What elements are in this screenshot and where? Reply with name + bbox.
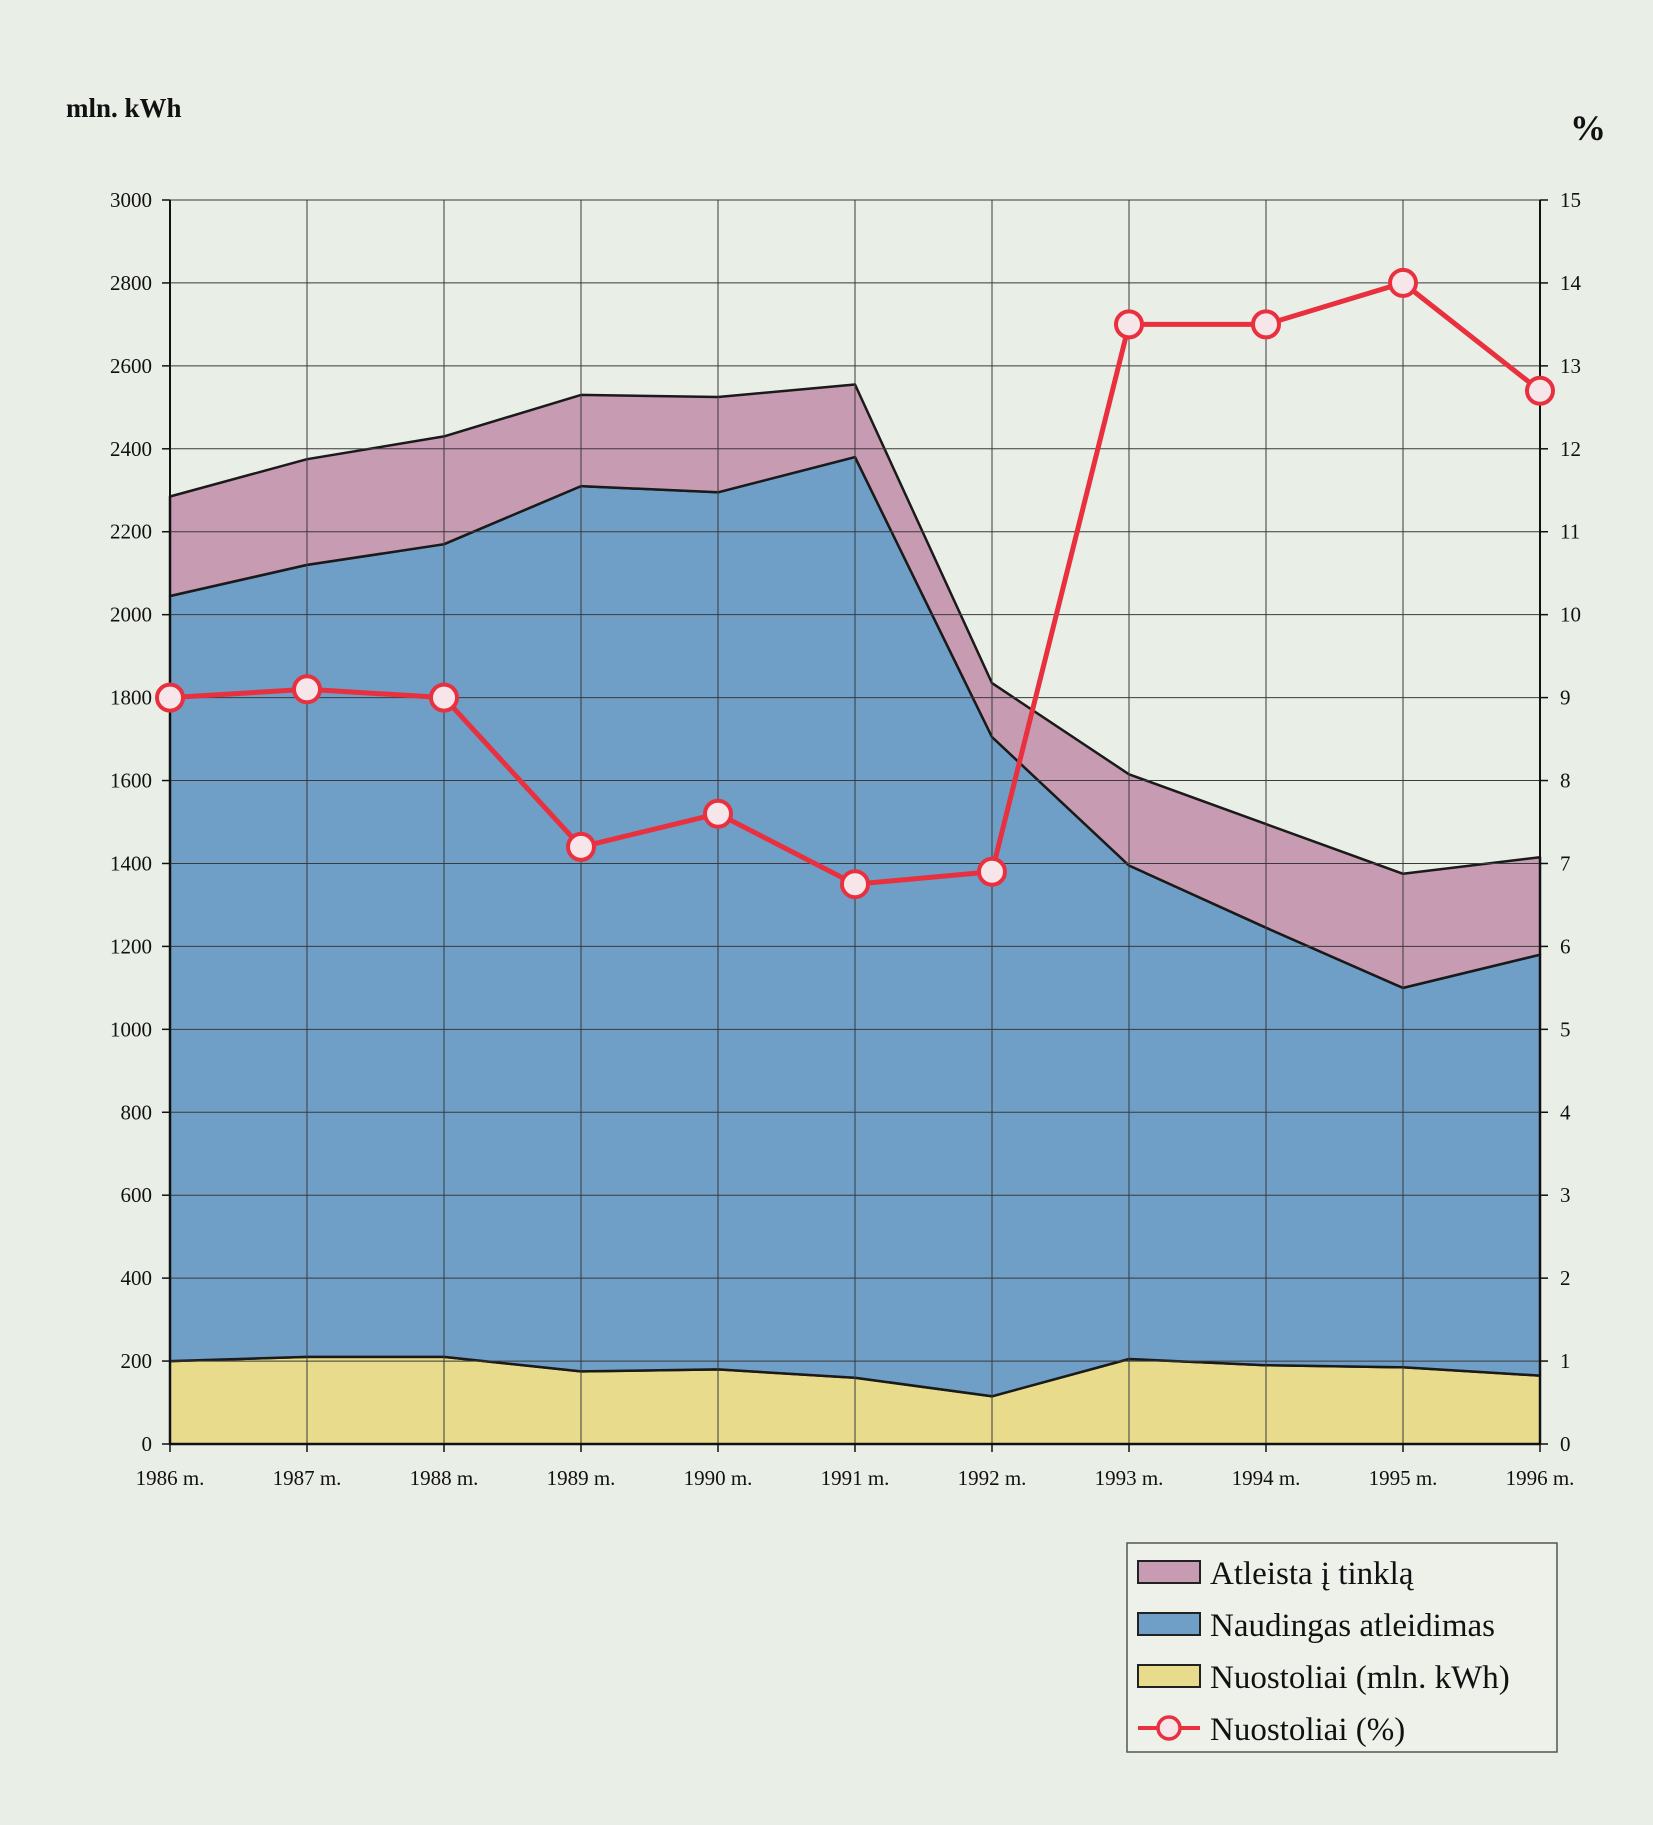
right-tick-label-10: 10 (1560, 603, 1581, 627)
x-tick-label-1: 1987 m. (273, 1466, 342, 1490)
left-tick-label-5: 1000 (110, 1017, 152, 1041)
x-tick-label-9: 1995 m. (1369, 1466, 1438, 1490)
left-tick-label-0: 0 (142, 1432, 153, 1456)
legend-label-0: Atleista į tinklą (1210, 1556, 1414, 1592)
left-tick-label-6: 1200 (110, 934, 152, 958)
legend: Atleista į tinklą Naudingas atleidimas Nuo… (1126, 1542, 1558, 1753)
legend-swatch-2 (1137, 1664, 1201, 1688)
left-tick-label-1: 200 (121, 1349, 153, 1373)
right-tick-label-2: 2 (1560, 1266, 1571, 1290)
x-tick-label-8: 1994 m. (1232, 1466, 1301, 1490)
right-tick-label-5: 5 (1560, 1017, 1571, 1041)
right-axis-unit-label: % (1570, 108, 1606, 148)
right-tick-label-4: 4 (1560, 1100, 1571, 1124)
right-tick-label-6: 6 (1560, 934, 1571, 958)
left-tick-label-9: 1800 (110, 686, 152, 710)
legend-label-3: Nuostoliai (%) (1210, 1712, 1405, 1748)
left-tick-label-4: 800 (121, 1100, 153, 1124)
left-tick-label-2: 400 (121, 1266, 153, 1290)
x-tick-label-3: 1989 m. (547, 1466, 616, 1490)
legend-swatch-1 (1137, 1612, 1201, 1636)
right-tick-label-8: 8 (1560, 769, 1571, 793)
x-tick-label-0: 1986 m. (136, 1466, 205, 1490)
left-tick-label-10: 2000 (110, 603, 152, 627)
x-tick-label-2: 1988 m. (410, 1466, 479, 1490)
left-tick-label-15: 3000 (110, 188, 152, 212)
percent-marker-4 (703, 798, 733, 829)
right-tick-label-12: 12 (1560, 437, 1581, 461)
percent-marker-3 (566, 831, 596, 862)
left-axis-unit-label: mln. kWh (66, 93, 182, 123)
right-tick-label-7: 7 (1560, 851, 1571, 875)
legend-swatch-0 (1137, 1560, 1201, 1584)
percent-marker-7 (1114, 309, 1144, 340)
x-tick-label-6: 1992 m. (958, 1466, 1027, 1490)
left-tick-label-13: 2600 (110, 354, 152, 378)
x-tick-label-7: 1993 m. (1095, 1466, 1164, 1490)
left-tick-label-8: 1600 (110, 769, 152, 793)
legend-label-1: Naudingas atleidimas (1210, 1608, 1495, 1644)
right-tick-label-11: 11 (1560, 520, 1580, 544)
percent-marker-10 (1525, 375, 1555, 406)
left-tick-label-12: 2400 (110, 437, 152, 461)
tick-labels: 0 200 400 600 800 1000 1200 1400 1600 1800 2000 220… (110, 188, 1582, 1490)
percent-marker-2 (429, 682, 459, 713)
x-tick-label-10: 1996 m. (1506, 1466, 1575, 1490)
percent-marker-9 (1388, 267, 1418, 298)
right-tick-label-9: 9 (1560, 686, 1571, 710)
left-tick-label-3: 600 (121, 1183, 153, 1207)
percent-marker-1 (292, 674, 322, 705)
x-tick-label-5: 1991 m. (821, 1466, 890, 1490)
legend-marker-swatch-3 (1156, 1715, 1182, 1741)
percent-line (155, 267, 1555, 900)
percent-marker-8 (1251, 309, 1281, 340)
right-tick-label-13: 13 (1560, 354, 1581, 378)
right-tick-label-3: 3 (1560, 1183, 1571, 1207)
percent-marker-6 (977, 856, 1007, 887)
right-tick-label-0: 0 (1560, 1432, 1571, 1456)
left-tick-label-14: 2800 (110, 271, 152, 295)
right-tick-label-1: 1 (1560, 1349, 1571, 1373)
percent-marker-5 (840, 869, 870, 900)
legend-label-2: Nuostoliai (mln. kWh) (1210, 1660, 1510, 1696)
right-tick-label-15: 15 (1560, 188, 1581, 212)
left-tick-label-11: 2200 (110, 520, 152, 544)
percent-marker-0 (155, 682, 185, 713)
x-tick-label-4: 1990 m. (684, 1466, 753, 1490)
right-tick-label-14: 14 (1560, 271, 1582, 295)
left-tick-label-7: 1400 (110, 851, 152, 875)
